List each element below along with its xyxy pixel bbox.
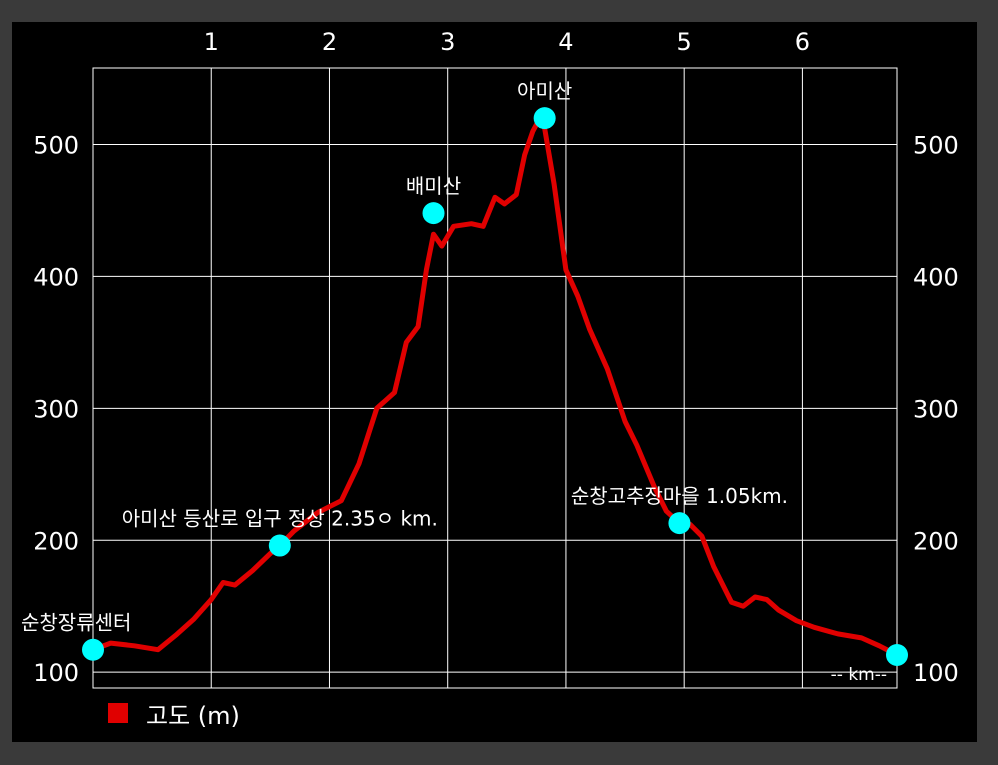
poi-label: 아미산 등산로 입구 정상 2.35ㅇ km.	[122, 507, 438, 531]
legend-swatch	[108, 703, 128, 723]
poi-label: 아미산	[517, 79, 572, 103]
plot-border	[92, 67, 898, 689]
poi-marker	[668, 512, 691, 535]
x-axis-unit-label: -- km--	[831, 665, 887, 685]
poi-marker	[422, 202, 445, 225]
x-tick-label: 3	[440, 28, 455, 56]
y-tick-label-left: 200	[33, 527, 79, 555]
chart-frame: 1 2 3 4 5 6 100 100 200 200 300 300 400 400 500 500 -- k…	[12, 22, 977, 742]
y-tick-label-left: 100	[33, 659, 79, 687]
x-tick-label: 1	[204, 28, 219, 56]
y-tick-label-right: 500	[913, 132, 959, 160]
poi-label: 배미산	[406, 174, 461, 198]
y-tick-label-right: 200	[913, 527, 959, 555]
x-tick-label: 5	[677, 28, 692, 56]
poi-marker	[82, 638, 104, 661]
y-tick-label-right: 300	[913, 395, 959, 423]
poi-label: 순창장류센터	[21, 611, 131, 635]
elevation-chart: 1 2 3 4 5 6 100 100 200 200 300 300 400 400 500 500 -- k…	[21, 28, 959, 689]
y-tick-label-right: 100	[913, 659, 959, 687]
x-tick-label: 4	[558, 28, 573, 56]
poi-marker	[268, 534, 291, 557]
y-tick-label-left: 500	[33, 132, 79, 160]
legend-label: 고도 (m)	[146, 701, 240, 730]
chart-legend: 고도 (m)	[108, 698, 240, 730]
elevation-line	[90, 115, 900, 658]
x-tick-label: 2	[322, 28, 337, 56]
poi-marker	[533, 107, 556, 130]
poi-label: 순창고추장마을 1.05km.	[571, 484, 788, 508]
poi-marker	[886, 644, 908, 667]
y-tick-label-left: 400	[33, 263, 79, 291]
x-tick-label: 6	[795, 28, 810, 56]
y-tick-label-left: 300	[33, 395, 79, 423]
y-tick-label-right: 400	[913, 263, 959, 291]
